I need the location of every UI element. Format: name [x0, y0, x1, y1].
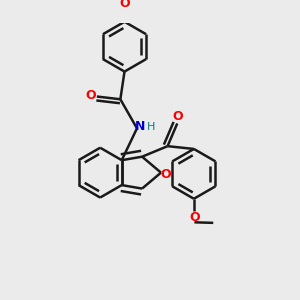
Text: N: N [135, 121, 146, 134]
Text: H: H [147, 122, 156, 132]
Text: O: O [120, 0, 130, 10]
Text: O: O [173, 110, 183, 123]
Text: O: O [161, 167, 171, 181]
Text: O: O [85, 88, 96, 102]
Text: O: O [189, 211, 200, 224]
